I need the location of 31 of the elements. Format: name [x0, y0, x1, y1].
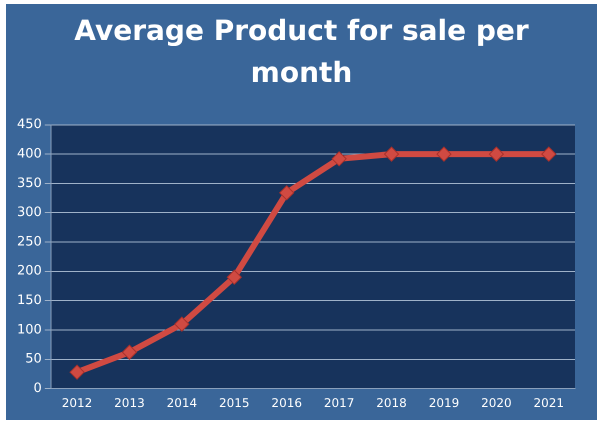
- x-tick-label: 2013: [114, 396, 145, 410]
- point: [174, 316, 190, 332]
- y-tick-label: 200: [16, 264, 42, 279]
- x-tick-label: 2015: [219, 396, 250, 410]
- y-tick-label: 400: [16, 146, 42, 162]
- point: [541, 146, 556, 162]
- y-tick-label: 450: [16, 117, 42, 132]
- point: [384, 146, 400, 162]
- x-tick-label: 2018: [376, 396, 407, 410]
- y-tick-label: 50: [25, 352, 42, 367]
- point: [122, 344, 137, 360]
- x-tick-label: 2017: [324, 396, 354, 410]
- x-tick-label: 2021: [534, 396, 564, 410]
- y-tick-label: 150: [16, 293, 42, 308]
- y-tick-label: 350: [16, 176, 42, 191]
- point: [488, 146, 504, 162]
- y-tick-label: 0: [34, 380, 42, 396]
- point: [436, 146, 452, 162]
- x-tick-label: 2012: [62, 396, 92, 410]
- chart-title: Average Product for sale per month: [73, 13, 530, 91]
- x-tick-label: 2019: [428, 396, 460, 410]
- point: [226, 270, 242, 285]
- point: [332, 151, 347, 166]
- x-tick-label: 2016: [271, 396, 302, 410]
- y-tick-label: 250: [16, 234, 42, 250]
- x-tick-label: 2014: [166, 396, 198, 410]
- point: [70, 364, 85, 380]
- y-tick-label: 100: [16, 322, 42, 338]
- point: [279, 185, 294, 200]
- x-tick-label: 2020: [481, 396, 512, 410]
- y-tick-label: 300: [16, 205, 42, 220]
